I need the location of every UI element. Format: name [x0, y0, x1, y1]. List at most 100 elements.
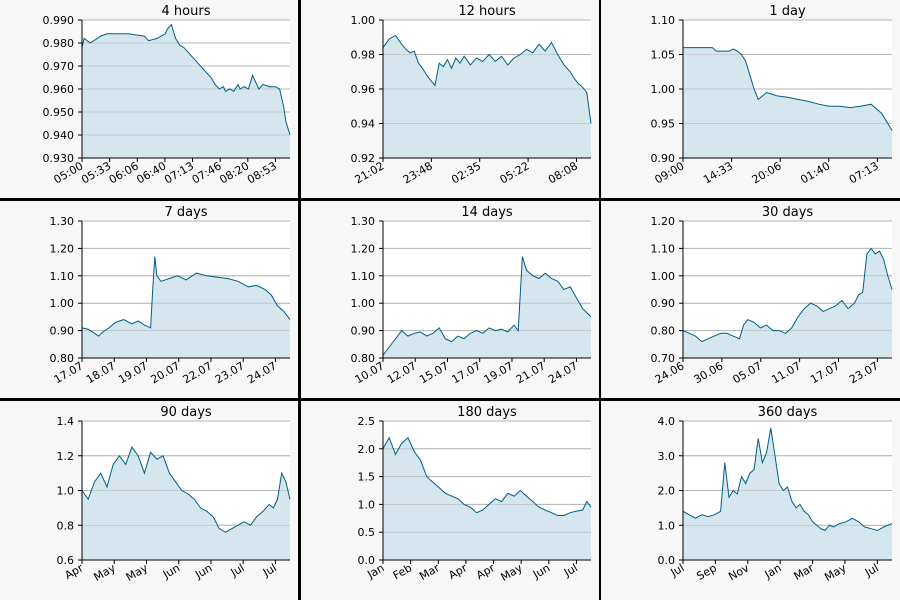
x-tick-label: 14:33 [701, 159, 735, 186]
x-tick-label: May [822, 561, 849, 584]
x-tick-label: 24.07 [546, 359, 580, 386]
y-tick-label: 0.8 [57, 519, 75, 532]
x-tick-label: 24.07 [245, 359, 279, 386]
x-tick-label: 30.06 [692, 359, 726, 386]
series-line [382, 436, 592, 516]
chart-panel: 0.90 0.95 1.00 1.05 1.10 09:00 14:33 20:06 01:40… [601, 0, 900, 198]
series-line [682, 427, 893, 532]
y-tick-label: 0.90 [651, 297, 676, 310]
y-tick-label: 1.30 [351, 215, 376, 228]
x-tick-label: 12.07 [385, 359, 419, 386]
y-tick-label: 0.92 [351, 152, 376, 165]
series-area [683, 428, 892, 560]
x-tick-label: 08:53 [245, 159, 279, 186]
x-tick-label: Mar [792, 561, 817, 583]
chart-svg: 0.800.901.001.101.201.3010.0712.0715.071… [351, 205, 592, 386]
x-tick-label: 02:35 [449, 159, 483, 186]
y-tick-label: 0.80 [351, 352, 376, 365]
y-tick-label: 0.990 [43, 14, 75, 27]
x-tick-label: Nov [726, 561, 752, 583]
panel-divider [0, 198, 900, 201]
chart-svg: 0.800.901.001.101.201.3017.0718.0719.072… [50, 205, 291, 386]
y-tick-label: 3.0 [658, 450, 676, 463]
x-tick-label: May [92, 561, 119, 584]
chart-panel: 0.70 0.80 0.90 1.00 1.10 1.20 24.06 30.06 05.07 1… [601, 201, 900, 398]
x-tick-label: 20.07 [148, 359, 182, 386]
y-tick-label: 0.80 [50, 352, 75, 365]
chart-title: 180 days [457, 405, 517, 420]
y-tick-label: 1.20 [50, 242, 75, 255]
x-tick-label: Jan [762, 561, 784, 581]
series-line [81, 446, 291, 533]
y-tick-label: 0.0 [658, 554, 676, 567]
series-area [683, 47, 892, 158]
y-tick-label: 4.0 [658, 415, 676, 428]
y-tick-label: 0.95 [651, 118, 676, 131]
y-tick-label: 1.10 [651, 242, 676, 255]
series-line [81, 256, 291, 337]
y-tick-label: 0.950 [43, 106, 75, 119]
x-tick-label: 08:20 [217, 159, 251, 186]
x-tick-label: 06:40 [134, 159, 168, 186]
x-tick-label: 19.07 [482, 359, 516, 386]
series-line [382, 256, 592, 356]
x-tick-label: 08:08 [546, 159, 580, 186]
x-tick-label: Jul [228, 561, 247, 579]
chart-panel: 0.0 0.5 1.0 1.5 2.0 2.5 Jan Feb Mar Apr Apr May Jun J… [301, 401, 599, 600]
chart-svg: 0.0 1.0 2.0 3.0 4.0 Jul Sep Nov Jan Mar May Jul 360 … [658, 405, 893, 584]
y-tick-label: 0.94 [351, 118, 376, 131]
chart-panel: 0.80 0.90 1.00 1.10 1.20 1.30 17.07 18.07 19.07 2… [0, 201, 298, 398]
chart-title: 4 hours [162, 4, 211, 19]
x-tick-label: Apr [474, 561, 497, 582]
x-tick-label: Feb [391, 561, 414, 582]
series-area [383, 437, 591, 560]
chart-title: 360 days [758, 405, 818, 420]
x-tick-label: 19.07 [116, 359, 150, 386]
panel-divider [298, 0, 301, 600]
chart-title: 14 days [461, 205, 513, 220]
y-tick-label: 0.940 [43, 129, 75, 142]
x-tick-label: 07:13 [847, 159, 881, 186]
y-tick-label: 1.5 [358, 471, 376, 484]
series-line [683, 47, 893, 131]
y-tick-label: 1.05 [651, 49, 676, 62]
x-tick-label: May [124, 561, 151, 584]
chart-title: 7 days [164, 205, 207, 220]
y-tick-label: 1.30 [50, 215, 75, 228]
chart-panel: 0.0 1.0 2.0 3.0 4.0 Jul Sep Nov Jan Mar May Jul 360 … [601, 401, 900, 600]
x-tick-label: May [498, 561, 525, 584]
x-tick-label: 20:06 [750, 159, 784, 186]
y-tick-label: 1.4 [57, 415, 75, 428]
x-tick-label: 07:13 [162, 159, 196, 186]
x-tick-label: 01:40 [798, 159, 832, 186]
series-line [81, 23, 291, 136]
y-tick-label: 0.90 [651, 152, 676, 165]
x-tick-label: Jul [668, 561, 687, 579]
x-tick-label: 05:33 [79, 159, 113, 186]
x-tick-label: Jul [260, 561, 279, 579]
y-tick-label: 1.20 [651, 215, 676, 228]
series-area [82, 24, 290, 158]
y-tick-label: 1.00 [651, 270, 676, 283]
x-tick-label: 15.07 [417, 359, 451, 386]
y-tick-label: 1.0 [57, 485, 75, 498]
y-tick-label: 0.930 [43, 152, 75, 165]
y-tick-label: 1.20 [351, 242, 376, 255]
x-tick-label: Jun [192, 561, 214, 581]
chart-title: 90 days [160, 405, 212, 420]
x-tick-label: Apr [446, 561, 469, 582]
x-tick-label: Jul [561, 561, 580, 579]
y-tick-label: 0.90 [351, 325, 376, 338]
x-tick-label: 23.07 [847, 359, 881, 386]
x-tick-label: 17.07 [808, 359, 842, 386]
x-tick-label: 05:22 [498, 159, 532, 186]
x-tick-label: 17.07 [449, 359, 483, 386]
x-tick-label: 21.07 [514, 359, 548, 386]
chart-title: 30 days [762, 205, 814, 220]
chart-panel: 0.92 0.94 0.96 0.98 1.00 21:02 23:48 02:35 05:22… [301, 0, 599, 198]
y-tick-label: 2.0 [358, 443, 376, 456]
series-area [383, 256, 591, 358]
